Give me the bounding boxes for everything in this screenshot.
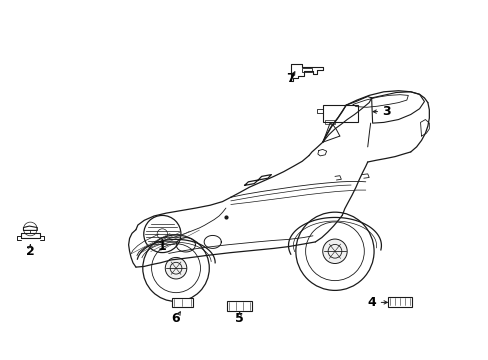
Bar — [387, 297, 411, 307]
Circle shape — [322, 239, 346, 264]
Text: 1: 1 — [158, 240, 166, 253]
Text: 2: 2 — [26, 246, 35, 258]
Circle shape — [165, 257, 186, 279]
Text: 7: 7 — [286, 72, 295, 85]
Text: 6: 6 — [171, 312, 180, 325]
Text: 4: 4 — [366, 296, 375, 309]
Text: 3: 3 — [381, 105, 390, 118]
Text: 5: 5 — [235, 312, 244, 325]
Bar — [172, 298, 192, 307]
Bar — [322, 105, 357, 122]
Bar — [302, 68, 311, 72]
Bar — [325, 120, 334, 124]
Bar — [226, 301, 252, 311]
